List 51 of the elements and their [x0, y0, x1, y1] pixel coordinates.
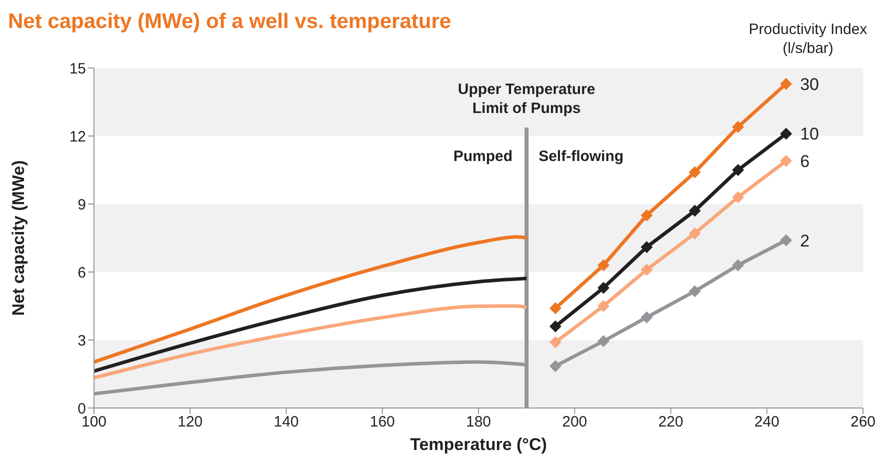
series-label: 10: [800, 124, 820, 144]
point: [640, 311, 653, 324]
point: [597, 300, 610, 312]
y-tick-label: 9: [78, 196, 86, 214]
point: [549, 360, 562, 372]
x-tick-label: 240: [754, 414, 780, 431]
chart-title: Net capacity (MWe) of a well vs. temperature: [8, 10, 452, 34]
annotation: Self-flowing: [538, 148, 624, 165]
point: [688, 285, 701, 298]
y-axis-title: Net capacity (MWe): [9, 160, 28, 316]
y-tick-label: 6: [78, 264, 86, 282]
series-label: 30: [800, 74, 820, 94]
point: [688, 227, 701, 240]
x-tick-label: 220: [658, 414, 684, 431]
x-tick-label: 180: [466, 414, 492, 431]
point: [597, 335, 610, 348]
y-tick-label: 3: [78, 332, 86, 350]
point: [732, 259, 744, 272]
point: [780, 78, 792, 90]
series-label: 6: [800, 152, 810, 171]
x-tick-label: 160: [370, 414, 395, 431]
y-tick-label: 15: [69, 60, 86, 78]
point: [640, 209, 653, 222]
point: [640, 241, 653, 254]
ref-line-label: Upper Temperature Limit of Pumps: [456, 80, 596, 118]
point: [780, 154, 792, 167]
point: [732, 191, 744, 204]
x-axis-title: Temperature (°C): [410, 435, 547, 454]
line-series: [94, 304, 528, 380]
point: [549, 302, 562, 314]
x-tick-label: 200: [562, 414, 588, 431]
line-series: [94, 235, 528, 364]
point: [732, 164, 744, 176]
annotation: Pumped: [453, 148, 513, 165]
point: [549, 320, 562, 332]
series-label: 2: [800, 231, 810, 250]
point: [549, 336, 562, 348]
x-tick-label: 120: [178, 414, 203, 431]
point: [732, 120, 744, 133]
x-tick-label: 140: [274, 414, 299, 431]
line-series: [94, 276, 528, 373]
legend-title: Productivity Index (l/s/bar): [748, 20, 868, 58]
point: [640, 264, 653, 276]
point: [597, 259, 610, 272]
point: [780, 234, 792, 246]
point: [688, 204, 701, 217]
point: [597, 282, 610, 294]
point: [780, 128, 792, 140]
y-tick-label: 12: [69, 128, 86, 146]
point: [688, 166, 701, 178]
x-tick-label: 260: [850, 414, 876, 431]
